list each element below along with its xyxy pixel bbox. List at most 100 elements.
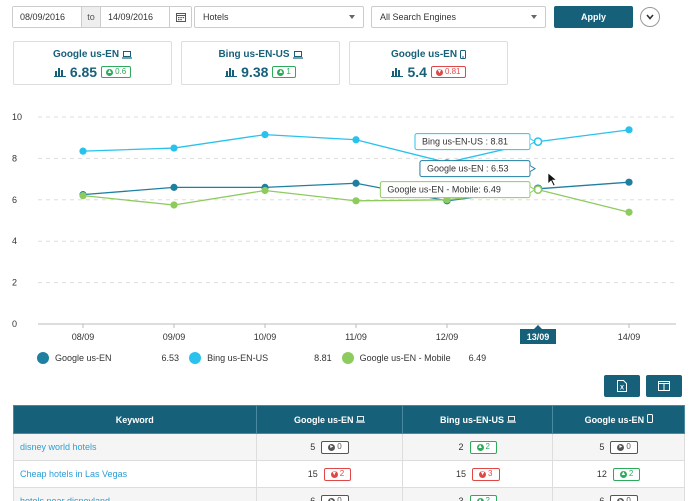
chart-legend: Google us-EN 6.53 Bing us-EN-US 8.81 Goo… [37, 351, 496, 365]
laptop-icon [506, 415, 516, 423]
rank-change-badge: ▼ 2 [323, 467, 352, 481]
rank-value: 5 [599, 442, 605, 452]
calendar-icon[interactable] [169, 7, 191, 27]
rank-change-badge: ▸ 0 [321, 440, 349, 454]
x-tick-label: 08/09 [72, 332, 95, 342]
series-point [261, 186, 269, 195]
column-header-google-mobile[interactable]: Google us-EN [552, 405, 685, 434]
arrow-up-icon: ▲ [476, 497, 484, 501]
rank-cell: 12 ▲ 2 [552, 460, 685, 488]
arrow-right-icon: ▸ [617, 443, 625, 451]
score-change-value: 1 [286, 67, 291, 76]
keyword-link[interactable]: disney world hotels [13, 433, 257, 461]
y-tick-label: 8 [12, 153, 17, 163]
arrow-up-icon: ▲ [106, 68, 114, 76]
arrow-up-icon: ▲ [619, 470, 627, 478]
date-separator: to [81, 7, 101, 27]
series-point [352, 179, 360, 187]
x-tick-label: 11/09 [345, 332, 367, 342]
series-point [261, 130, 269, 139]
table-header-row: Keyword Google us-EN Bing us-EN-US Googl… [13, 405, 685, 434]
arrow-down-icon: ▼ [330, 470, 338, 478]
rank-value: 6 [310, 496, 316, 501]
legend-item-bing[interactable]: Bing us-EN-US 8.81 [189, 352, 342, 364]
score-change-badge: ▲ 1 [272, 66, 296, 78]
rank-cell-content: 15 ▼ 2 [308, 467, 352, 481]
x-tick-label: 10/09 [254, 332, 277, 342]
series-point [79, 192, 87, 200]
column-header-keyword[interactable]: Keyword [13, 405, 257, 434]
rank-change-badge: ▼ 3 [472, 467, 500, 481]
legend-value: 6.53 [161, 353, 180, 363]
rank-change-badge: ▲ 2 [469, 494, 497, 501]
arrow-right-icon: ▸ [328, 443, 336, 451]
bar-chart-icon [53, 68, 66, 77]
series-point [352, 197, 360, 205]
chevron-down-icon [349, 15, 355, 19]
rank-cell: 5 ▸ 0 [255, 433, 404, 461]
rank-cell: 15 ▼ 3 [402, 460, 554, 488]
rank-cell-content: 15 ▼ 3 [456, 467, 500, 481]
table-body: disney world hotels 5 ▸ 0 2 ▲ 2 5 ▸ 0 Cheap hotels… [13, 433, 685, 501]
columns-button[interactable] [646, 375, 682, 397]
series-point [625, 208, 633, 216]
y-tick-label: 6 [12, 195, 17, 205]
rank-change-value: 0 [626, 442, 631, 451]
rank-change-value: 2 [485, 496, 490, 501]
score-change-value: 0.6 [115, 67, 127, 76]
rank-value: 5 [310, 442, 316, 452]
search-engine-select-value: All Search Engines [380, 12, 457, 22]
date-from-input[interactable] [13, 7, 81, 27]
category-select[interactable]: Hotels [194, 6, 364, 28]
tooltip-text: Bing us-EN-US : 8.81 [422, 137, 508, 147]
rank-cell-content: 6 ▸ 0 [310, 494, 349, 501]
series-point [170, 201, 178, 209]
rank-cell: 15 ▼ 2 [255, 460, 404, 488]
rank-cell: 6 ▸ 0 [255, 487, 404, 501]
keyword-link[interactable]: hotels near disneyland [13, 487, 257, 501]
legend-value: 8.81 [314, 353, 332, 363]
score-card-bing-desktop: Bing us-EN-US 9.38 ▲ 1 [181, 41, 340, 85]
collapse-toggle-button[interactable] [640, 7, 660, 27]
rank-value: 2 [458, 442, 464, 452]
rank-change-badge: ▲ 2 [469, 440, 497, 454]
excel-export-icon: X [617, 380, 627, 392]
column-header-google-desktop[interactable]: Google us-EN [255, 405, 404, 434]
rank-cell: 5 ▸ 0 [552, 433, 685, 461]
score-card-google-desktop: Google us-EN 6.85 ▲ 0.6 [13, 41, 172, 85]
legend-swatch [341, 352, 354, 364]
x-tick-label: 09/09 [163, 332, 186, 342]
legend-item-google[interactable]: Google us-EN 6.53 [37, 352, 189, 364]
chevron-down-icon [531, 15, 537, 19]
keyword-link[interactable]: Cheap hotels in Las Vegas [13, 460, 257, 488]
excel-export-button[interactable]: X [604, 375, 640, 397]
search-engine-select[interactable]: All Search Engines [371, 6, 546, 28]
tooltip-pointer [529, 138, 536, 146]
series-point [170, 144, 178, 152]
date-to-input[interactable] [101, 7, 169, 27]
legend-value: 6.49 [468, 353, 487, 363]
legend-item-google-mobile[interactable]: Google us-EN - Mobile 6.49 [341, 352, 497, 364]
score-change-badge: ▼ 0.81 [430, 66, 466, 78]
columns-icon [658, 381, 670, 391]
card-title: Google us-EN [52, 49, 120, 60]
svg-text:X: X [620, 386, 624, 392]
series-point [170, 183, 178, 191]
card-title: Google us-EN [390, 49, 458, 60]
x-tick-label: 12/09 [436, 332, 459, 342]
rank-cell-content: 3 ▲ 2 [459, 494, 497, 501]
column-header-label: Bing us-EN-US [440, 414, 504, 425]
laptop-icon [292, 50, 303, 59]
rank-change-badge: ▸ 0 [321, 494, 349, 501]
x-tick-label: 14/09 [618, 332, 641, 342]
date-range: to [12, 6, 192, 28]
y-tick-label: 4 [12, 236, 17, 246]
legend-label: Google us-EN [55, 353, 112, 363]
apply-button[interactable]: Apply [554, 6, 633, 28]
rank-value: 12 [596, 469, 607, 479]
mobile-icon [646, 414, 653, 423]
legend-label: Google us-EN - Mobile [359, 353, 451, 363]
column-header-label: Google us-EN [293, 414, 354, 425]
column-header-bing-desktop[interactable]: Bing us-EN-US [402, 405, 554, 434]
card-score: 5.4 [407, 64, 427, 80]
